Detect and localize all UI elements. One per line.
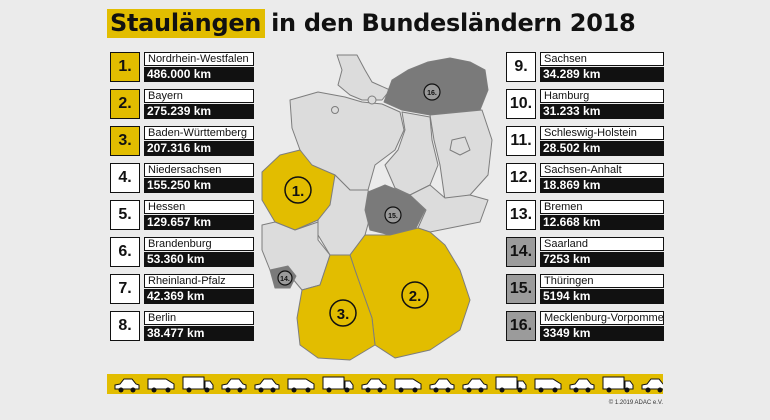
jam-length: 275.239 km: [144, 104, 254, 119]
rank-badge: 15.: [506, 274, 536, 304]
vehicles-illustration: [114, 376, 663, 393]
ranking-item-1: 1. Nordrhein-Westfalen 486.000 km: [110, 52, 254, 82]
title-rest: in den Bundesländern 2018: [271, 9, 636, 37]
ranking-item-9: 9. Sachsen 34.289 km: [506, 52, 664, 82]
ranking-item-10: 10. Hamburg 31.233 km: [506, 89, 664, 119]
jam-length: 34.289 km: [540, 67, 664, 82]
rank-badge: 11.: [506, 126, 536, 156]
rank-badge: 12.: [506, 163, 536, 193]
ranking-item-6: 6. Brandenburg 53.360 km: [110, 237, 254, 267]
state-name: Hamburg: [540, 89, 664, 103]
traffic-jam-strip: [107, 374, 663, 394]
vehicle-icon: [322, 376, 354, 393]
rank-badge: 7.: [110, 274, 140, 304]
marker-saarland: 14.: [280, 276, 290, 283]
rank-badge: 13.: [506, 200, 536, 230]
jam-length: 18.869 km: [540, 178, 664, 193]
title-highlight: Staulängen: [107, 8, 266, 38]
jam-length: 38.477 km: [144, 326, 254, 341]
vehicle-icon: [287, 378, 315, 393]
vehicle-icon: [462, 378, 488, 393]
region-sachsen: [409, 184, 489, 233]
marker-thueringen: 15.: [388, 213, 398, 220]
ranking-item-11: 11. Schleswig-Holstein 28.502 km: [506, 126, 664, 156]
jam-length: 7253 km: [540, 252, 664, 267]
rank-badge: 3.: [110, 126, 140, 156]
state-name: Mecklenburg-Vorpommern: [540, 311, 664, 325]
ranking-item-15: 15. Thüringen 5194 km: [506, 274, 664, 304]
vehicle-icon: [429, 378, 455, 393]
rank-badge: 14.: [506, 237, 536, 267]
state-name: Brandenburg: [144, 237, 254, 251]
rank-badge: 4.: [110, 163, 140, 193]
state-name: Rheinland-Pfalz: [144, 274, 254, 288]
rank-badge: 6.: [110, 237, 140, 267]
rank-badge: 2.: [110, 89, 140, 119]
ranking-item-8: 8. Berlin 38.477 km: [110, 311, 254, 341]
vehicle-icon: [602, 376, 634, 393]
rank-badge: 10.: [506, 89, 536, 119]
rank-badge: 8.: [110, 311, 140, 341]
jam-length: 28.502 km: [540, 141, 664, 156]
vehicle-icon: [495, 376, 527, 393]
vehicle-icon: [254, 378, 280, 393]
copyright-note: © 1.2019 ADAC e.V.: [608, 400, 663, 406]
jam-length: 31.233 km: [540, 104, 664, 119]
region-berlin: [449, 136, 471, 156]
ranking-item-13: 13. Bremen 12.668 km: [506, 200, 664, 230]
vehicle-icon: [114, 378, 140, 393]
marker-bayern: 2.: [409, 288, 422, 305]
germany-map: 1. 2. 3. 14. 15. 16.: [261, 54, 493, 361]
ranking-item-3: 3. Baden-Württemberg 207.316 km: [110, 126, 254, 156]
ranking-item-4: 4. Niedersachsen 155.250 km: [110, 163, 254, 193]
jam-length: 129.657 km: [144, 215, 254, 230]
jam-length: 3349 km: [540, 326, 664, 341]
jam-length: 486.000 km: [144, 67, 254, 82]
state-name: Baden-Württemberg: [144, 126, 254, 140]
jam-length: 42.369 km: [144, 289, 254, 304]
jam-length: 155.250 km: [144, 178, 254, 193]
marker-mv: 16.: [427, 90, 437, 97]
marker-nrw: 1.: [292, 183, 305, 200]
jam-length: 12.668 km: [540, 215, 664, 230]
ranking-item-14: 14. Saarland 7253 km: [506, 237, 664, 267]
state-name: Bremen: [540, 200, 664, 214]
region-schleswig-holstein: [336, 54, 391, 101]
vehicle-icon: [221, 378, 247, 393]
vehicle-icon: [394, 378, 422, 393]
rank-badge: 9.: [506, 52, 536, 82]
jam-length: 207.316 km: [144, 141, 254, 156]
state-name: Bayern: [144, 89, 254, 103]
state-name: Sachsen: [540, 52, 664, 66]
ranking-item-16: 16. Mecklenburg-Vorpommern 3349 km: [506, 311, 664, 341]
region-hamburg: [367, 95, 377, 105]
vehicle-icon: [534, 378, 562, 393]
state-name: Thüringen: [540, 274, 664, 288]
vehicle-icon: [361, 378, 387, 393]
region-bremen: [331, 106, 339, 114]
state-name: Nordrhein-Westfalen: [144, 52, 254, 66]
marker-bw: 3.: [337, 306, 350, 323]
state-name: Sachsen-Anhalt: [540, 163, 664, 177]
vehicle-icon: [641, 378, 663, 393]
state-name: Saarland: [540, 237, 664, 251]
vehicle-icon: [147, 378, 175, 393]
ranking-item-5: 5. Hessen 129.657 km: [110, 200, 254, 230]
state-name: Schleswig-Holstein: [540, 126, 664, 140]
ranking-item-7: 7. Rheinland-Pfalz 42.369 km: [110, 274, 254, 304]
vehicle-icon: [569, 378, 595, 393]
vehicle-icon: [182, 376, 214, 393]
rank-badge: 1.: [110, 52, 140, 82]
jam-length: 5194 km: [540, 289, 664, 304]
page-title: Staulängen in den Bundesländern 2018: [107, 6, 636, 40]
rank-badge: 5.: [110, 200, 140, 230]
ranking-item-12: 12. Sachsen-Anhalt 18.869 km: [506, 163, 664, 193]
state-name: Hessen: [144, 200, 254, 214]
state-name: Niedersachsen: [144, 163, 254, 177]
ranking-item-2: 2. Bayern 275.239 km: [110, 89, 254, 119]
rank-badge: 16.: [506, 311, 536, 341]
state-name: Berlin: [144, 311, 254, 325]
jam-length: 53.360 km: [144, 252, 254, 267]
